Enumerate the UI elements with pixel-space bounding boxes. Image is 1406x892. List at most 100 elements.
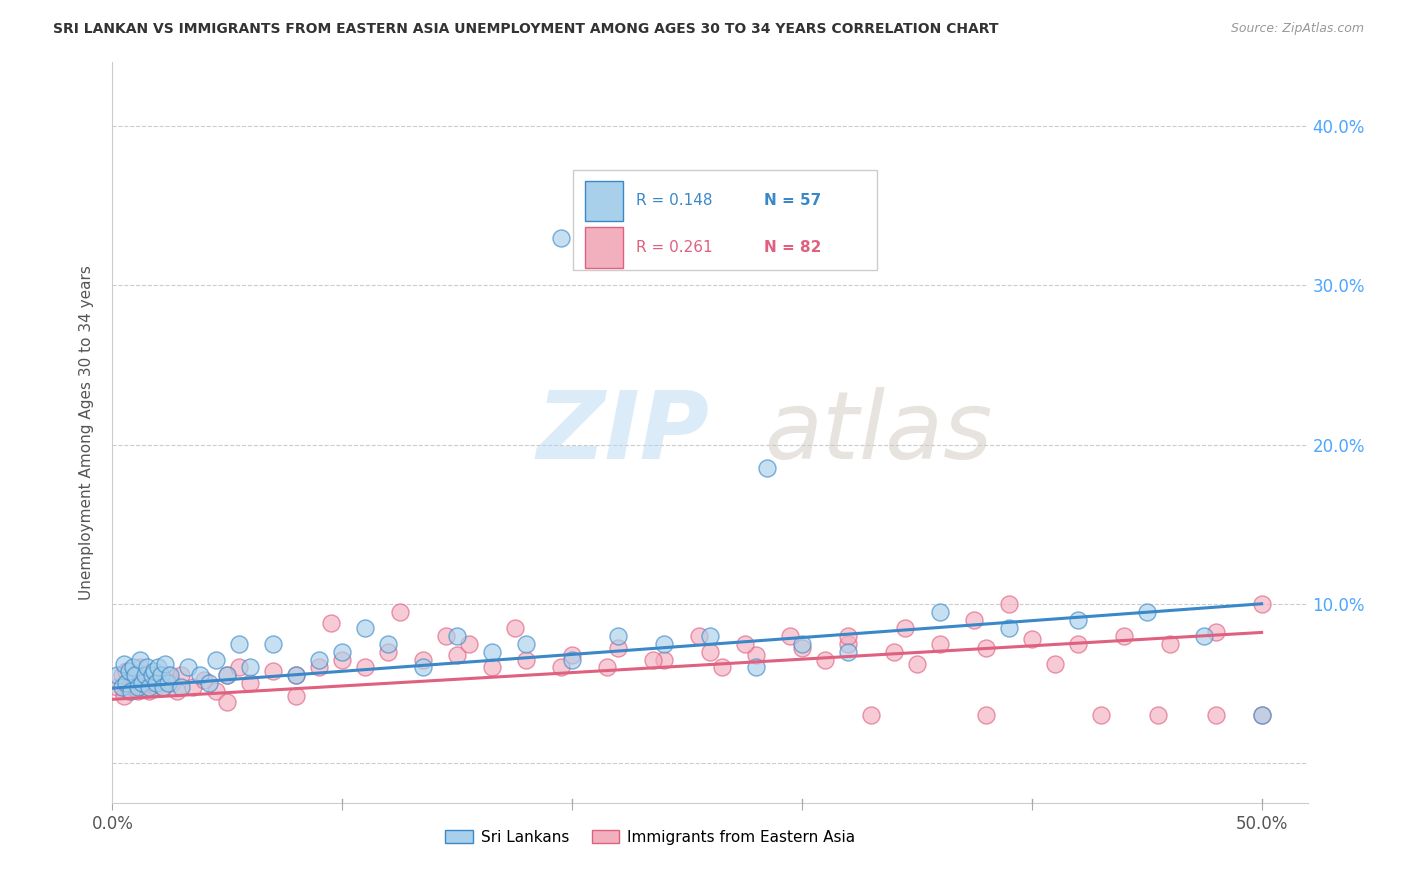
Point xyxy=(710,660,733,674)
Point xyxy=(131,680,153,694)
Point xyxy=(145,680,167,694)
Point xyxy=(308,660,330,674)
Point xyxy=(117,684,139,698)
Text: R = 0.148: R = 0.148 xyxy=(636,194,713,209)
Point xyxy=(790,641,813,656)
Point xyxy=(148,673,170,688)
Point xyxy=(152,680,174,694)
Point xyxy=(1067,613,1090,627)
Point xyxy=(155,657,177,672)
Point xyxy=(734,637,756,651)
Text: Source: ZipAtlas.com: Source: ZipAtlas.com xyxy=(1230,22,1364,36)
Point xyxy=(894,621,917,635)
Point xyxy=(285,668,308,682)
Point xyxy=(699,629,721,643)
Point xyxy=(688,230,710,244)
Point xyxy=(688,629,710,643)
Point xyxy=(152,680,174,694)
Point xyxy=(377,644,399,658)
Point xyxy=(607,641,630,656)
Point xyxy=(112,657,135,672)
Point xyxy=(177,660,200,674)
Text: N = 57: N = 57 xyxy=(763,194,821,209)
Point xyxy=(1250,597,1272,611)
Point xyxy=(550,230,572,244)
Point xyxy=(998,597,1021,611)
Point xyxy=(652,637,675,651)
Point xyxy=(481,644,503,658)
Point xyxy=(412,652,434,666)
Point xyxy=(1250,708,1272,723)
Point xyxy=(354,660,377,674)
Point xyxy=(550,660,572,674)
Point xyxy=(127,680,149,694)
Point xyxy=(285,668,308,682)
Point xyxy=(142,668,165,682)
Text: SRI LANKAN VS IMMIGRANTS FROM EASTERN ASIA UNEMPLOYMENT AMONG AGES 30 TO 34 YEAR: SRI LANKAN VS IMMIGRANTS FROM EASTERN AS… xyxy=(53,22,998,37)
Point xyxy=(481,660,503,674)
Point xyxy=(503,621,526,635)
Point xyxy=(745,648,768,662)
Point xyxy=(1205,625,1227,640)
Point xyxy=(122,660,145,674)
Point xyxy=(1043,657,1066,672)
Text: R = 0.261: R = 0.261 xyxy=(636,240,713,255)
Point xyxy=(124,668,146,682)
Point xyxy=(998,621,1021,635)
Point xyxy=(837,644,859,658)
FancyBboxPatch shape xyxy=(572,169,877,269)
Point xyxy=(1067,637,1090,651)
Point xyxy=(129,660,152,674)
Point xyxy=(262,637,284,651)
Y-axis label: Unemployment Among Ages 30 to 34 years: Unemployment Among Ages 30 to 34 years xyxy=(79,265,94,600)
Point xyxy=(561,652,583,666)
Point xyxy=(205,652,228,666)
Point xyxy=(134,673,156,688)
Point xyxy=(115,676,138,690)
Point xyxy=(112,689,135,703)
Point xyxy=(1090,708,1112,723)
Bar xyxy=(585,227,623,268)
Point xyxy=(1112,629,1135,643)
Point xyxy=(1136,605,1159,619)
Text: ZIP: ZIP xyxy=(537,386,710,479)
Point xyxy=(198,676,221,690)
Point xyxy=(115,664,138,678)
Point xyxy=(120,668,142,682)
Point xyxy=(354,621,377,635)
Point xyxy=(141,668,163,682)
Point xyxy=(330,644,353,658)
Point xyxy=(837,629,859,643)
Point xyxy=(652,652,675,666)
Point xyxy=(262,664,284,678)
Point xyxy=(138,684,160,698)
Point xyxy=(217,668,239,682)
Point xyxy=(515,637,537,651)
Point xyxy=(156,668,179,682)
Point xyxy=(928,605,950,619)
Point xyxy=(1205,708,1227,723)
Point xyxy=(136,668,159,682)
Point xyxy=(162,676,183,690)
Point xyxy=(239,660,262,674)
Point xyxy=(124,673,146,688)
Point xyxy=(699,644,721,658)
Point xyxy=(837,637,859,651)
Point xyxy=(412,660,434,674)
Point xyxy=(188,668,211,682)
Point xyxy=(193,673,215,688)
Point xyxy=(446,648,468,662)
Point xyxy=(330,652,353,666)
Point xyxy=(159,668,181,682)
Point xyxy=(790,637,813,651)
Point xyxy=(928,637,950,651)
Point xyxy=(141,676,163,690)
Point xyxy=(217,696,239,710)
Point xyxy=(149,668,172,682)
Point xyxy=(170,668,193,682)
Point xyxy=(457,637,479,651)
Point xyxy=(145,676,167,690)
Point xyxy=(319,615,342,630)
Bar xyxy=(585,180,623,221)
Point xyxy=(228,637,250,651)
